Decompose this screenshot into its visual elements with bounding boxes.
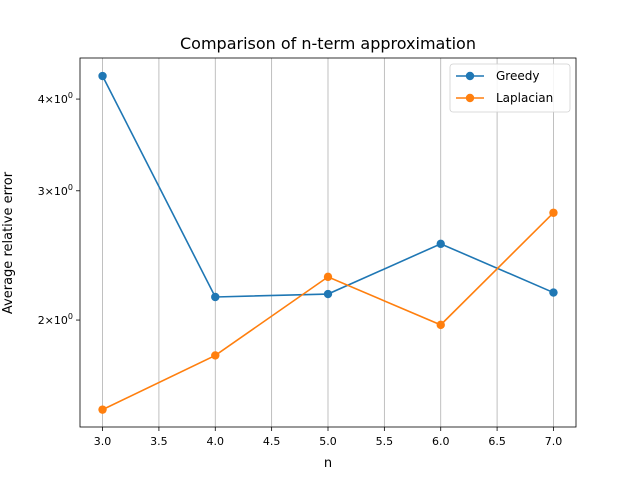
y-tick-label: 4×100 xyxy=(38,91,73,106)
x-tick-label: 5.0 xyxy=(319,435,337,448)
x-tick-label: 4.5 xyxy=(263,435,281,448)
data-point-greedy xyxy=(98,71,107,81)
x-axis-ticks: 3.0 3.5 4.0 4.5 5.0 5.5 6.0 6.5 7.0 xyxy=(94,427,562,448)
x-tick-label: 6.5 xyxy=(488,435,506,448)
data-point-laplacian xyxy=(98,405,107,414)
data-point-greedy xyxy=(323,289,333,299)
legend: Greedy Laplacian xyxy=(449,63,571,113)
x-tick-label: 7.0 xyxy=(545,435,563,448)
x-tick-label: 6.0 xyxy=(432,435,450,448)
chart-title: Comparison of n-term approximation xyxy=(180,34,476,53)
data-point-greedy xyxy=(549,288,558,297)
legend-marker xyxy=(465,93,475,103)
x-axis-label: n xyxy=(324,456,332,471)
grid-lines xyxy=(102,58,554,427)
series-layer xyxy=(98,71,558,414)
data-point-laplacian xyxy=(436,320,445,330)
y-axis-label: Average relative error xyxy=(1,171,16,314)
x-tick-label: 4.0 xyxy=(207,435,225,448)
y-tick-label: 3×100 xyxy=(38,183,73,198)
x-tick-label: 3.5 xyxy=(150,435,168,448)
data-point-laplacian xyxy=(549,208,558,217)
y-axis-ticks: 2×100 3×100 4×100 xyxy=(38,91,80,327)
x-tick-label: 3.0 xyxy=(94,435,112,448)
legend-marker xyxy=(465,71,475,81)
y-tick-label: 2×100 xyxy=(38,312,73,327)
legend-label: Greedy xyxy=(496,69,539,83)
data-point-laplacian xyxy=(211,351,220,360)
legend-label: Laplacian xyxy=(496,91,553,105)
data-point-greedy xyxy=(211,292,220,302)
data-point-greedy xyxy=(436,239,445,249)
data-point-laplacian xyxy=(323,272,333,282)
x-tick-label: 5.5 xyxy=(376,435,394,448)
